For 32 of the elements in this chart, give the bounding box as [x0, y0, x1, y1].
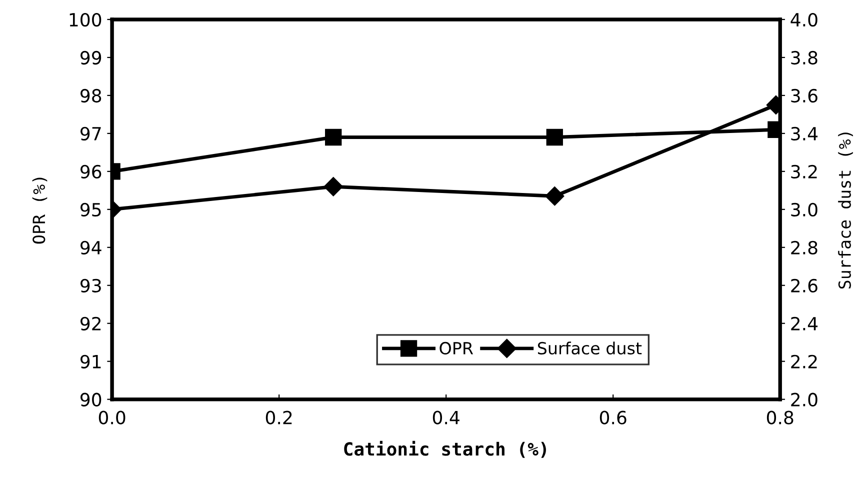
y-tick-label: 96 — [80, 164, 102, 179]
y-tick-label: 91 — [80, 354, 101, 368]
y-tick-label: 100 — [70, 12, 102, 27]
x-tick-label: 0.8 — [766, 410, 794, 424]
y2-tick-label: 3.4 — [791, 126, 818, 141]
x-tick-label: 0.4 — [432, 410, 460, 424]
y2-tick-label: 4.0 — [790, 12, 818, 27]
y-tick-label: 98 — [80, 88, 102, 103]
y2-tick-label: 2.0 — [791, 392, 818, 406]
y2-tick-label: 2.6 — [791, 278, 818, 292]
y-tick-label: 94 — [80, 240, 102, 255]
y-tick-label: 97 — [80, 126, 101, 141]
x-tick-label: 0.2 — [266, 410, 292, 424]
y-tick-label: 92 — [80, 316, 101, 330]
y2-tick-label: 3.0 — [791, 202, 818, 217]
y-tick-label: 99 — [80, 50, 102, 65]
y2-tick-label: 2.2 — [791, 354, 817, 368]
x-tick-label: 0.6 — [600, 410, 626, 424]
y2-tick-label: 3.2 — [791, 164, 817, 179]
y2-tick-label: 3.8 — [791, 50, 818, 65]
y-axis-title: OPR (%) — [32, 178, 48, 244]
y-tick-label: 90 — [80, 392, 102, 406]
x-axis-title: Cationic starch (%) — [344, 440, 546, 458]
y2-axis-title: Surface dust (%) — [838, 132, 853, 289]
legend-label: OPR — [440, 342, 474, 355]
y2-tick-label: 2.8 — [791, 240, 818, 255]
y-tick-label: 93 — [80, 278, 101, 292]
y-tick-label: 95 — [80, 202, 101, 217]
y2-tick-label: 3.6 — [791, 88, 818, 103]
x-tick-label: 0.0 — [98, 410, 126, 424]
legend-label: Surface dust — [538, 342, 642, 355]
y2-tick-label: 2.4 — [791, 316, 818, 330]
